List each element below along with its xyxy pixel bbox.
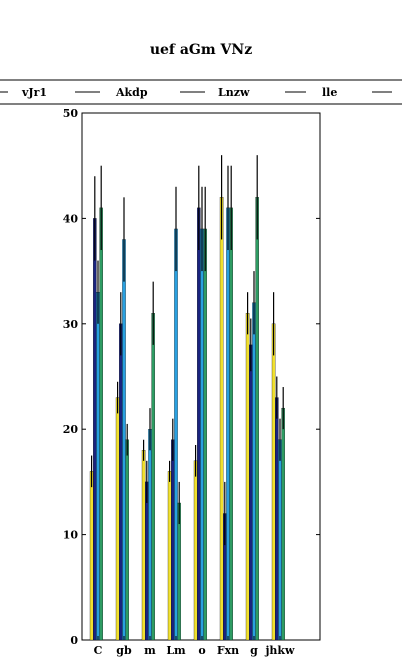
bar-m-s1 (145, 481, 149, 641)
bar-gb-s2 (122, 239, 126, 641)
legend: vJr1 Akdp Lnzw lle (0, 79, 402, 105)
x-tick-label: C (94, 644, 103, 657)
x-tick-label: Fxn (217, 644, 239, 657)
x-tick-label: g (250, 644, 258, 657)
chart-title: uef aGm VNz (150, 42, 252, 58)
bar-m-s2 (148, 429, 152, 641)
y-tick-label: 20 (63, 423, 79, 436)
bar-g-s0 (245, 313, 250, 641)
legend-label: vJr1 (21, 86, 47, 99)
x-tick-label: Lm (166, 644, 186, 657)
bar-jhkw-s0 (271, 323, 276, 641)
y-tick-label: 30 (63, 318, 79, 331)
bar-g-s2 (252, 302, 256, 641)
x-tick-label: jhkw (264, 644, 295, 657)
bar-o-s3 (203, 228, 207, 641)
bar-gb-s0 (115, 397, 120, 641)
bar-gb-s3 (125, 439, 129, 641)
bar-C-s1 (93, 218, 97, 641)
bar-jhkw-s1 (275, 397, 279, 641)
bar-C-s2 (96, 292, 100, 641)
legend-label: Akdp (115, 86, 148, 99)
bar-Lm-s1 (171, 439, 175, 641)
bar-Fxn-s3 (229, 207, 233, 641)
bar-C-s3 (99, 207, 103, 641)
bar-jhkw-s3 (281, 407, 285, 641)
bar-m-s0 (141, 450, 146, 641)
bar-Lm-s0 (167, 471, 172, 641)
bar-g-s3 (255, 197, 259, 641)
x-tick-label: m (144, 644, 156, 657)
bar-Lm-s2 (174, 228, 178, 641)
x-tick-label: o (198, 644, 205, 657)
plot-area: 0 10 20 30 40 50 C gb m Lm o Fxn g jhkw (63, 107, 321, 657)
y-tick-label: 10 (63, 529, 79, 542)
bar-jhkw-s2 (278, 439, 282, 641)
legend-label: lle (322, 86, 337, 99)
bar-Fxn-s2 (226, 207, 230, 641)
bar-o-s1 (197, 207, 201, 641)
x-tick-label: gb (116, 644, 132, 657)
bar-C-s0 (89, 471, 94, 641)
bar-gb-s1 (119, 323, 123, 641)
y-tick-label: 40 (63, 212, 79, 225)
legend-label: Lnzw (218, 86, 250, 99)
bar-m-s3 (151, 313, 155, 641)
y-tick-label: 0 (70, 634, 78, 647)
bar-o-s0 (193, 460, 198, 641)
bar-o-s2 (200, 228, 204, 641)
y-tick-label: 50 (63, 107, 79, 120)
bar-Fxn-s0 (219, 197, 224, 641)
bar-g-s1 (249, 344, 253, 641)
